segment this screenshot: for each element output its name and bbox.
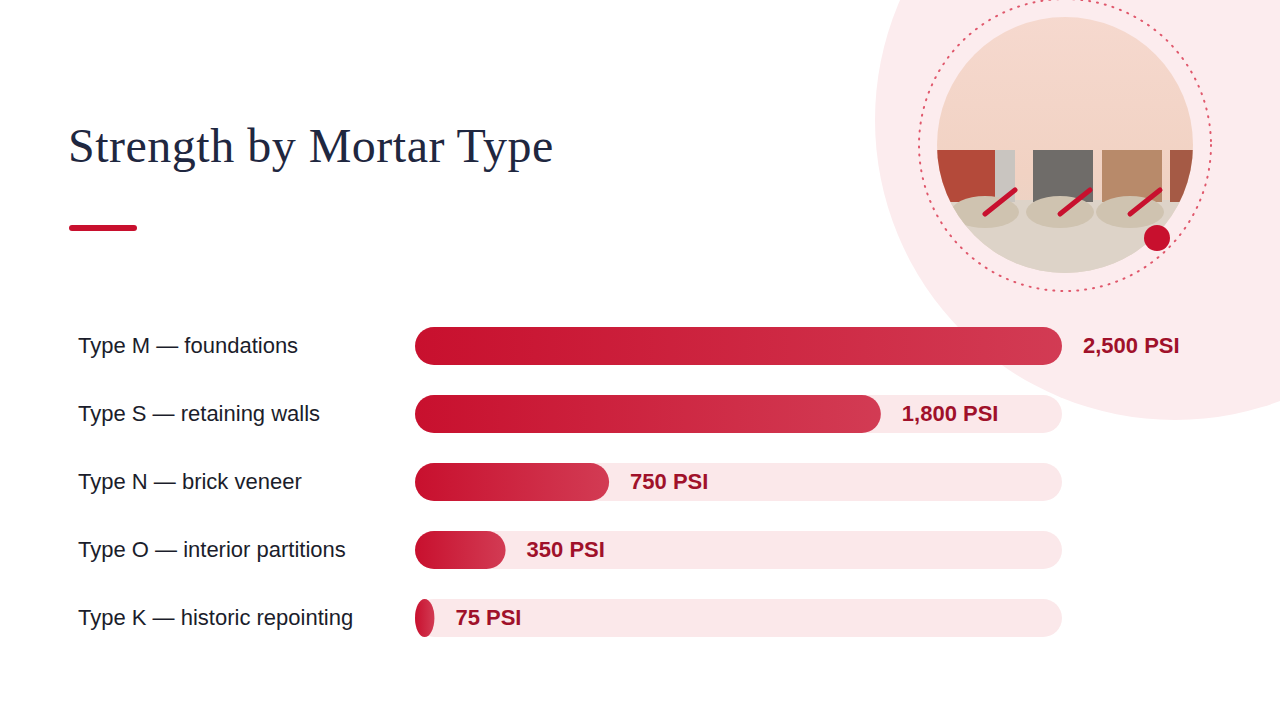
category-label: Type S — retaining walls	[78, 384, 368, 444]
bars	[415, 327, 1062, 637]
data-label: 350 PSI	[527, 537, 605, 562]
category-label: Type N — brick veneer	[78, 452, 368, 512]
category-label: Type K — historic repointing	[78, 588, 368, 648]
chart-title: Strength by Mortar Type	[68, 118, 554, 173]
bar	[415, 327, 1062, 365]
data-label: 1,800 PSI	[902, 401, 999, 426]
dotted-ring	[919, 0, 1211, 291]
data-label: 2,500 PSI	[1083, 333, 1180, 358]
illustration	[930, 10, 1230, 280]
bar	[415, 463, 609, 501]
bar-track	[415, 463, 1062, 501]
title-underline	[69, 225, 137, 231]
bar-track	[415, 531, 1062, 569]
bar-track	[415, 599, 1062, 637]
category-label: Type O — interior partitions	[78, 520, 368, 580]
accent-dot	[1144, 225, 1170, 251]
data-label: 750 PSI	[630, 469, 708, 494]
bar	[415, 531, 506, 569]
bar-track	[415, 327, 1062, 365]
bar-track	[415, 395, 1062, 433]
category-label: Type M — foundations	[78, 316, 368, 376]
bar	[415, 599, 434, 637]
data-label: 75 PSI	[455, 605, 521, 630]
data-labels: 2,500 PSI 1,800 PSI 750 PSI 350 PSI 75 PSI	[455, 333, 1179, 630]
bar	[415, 395, 881, 433]
